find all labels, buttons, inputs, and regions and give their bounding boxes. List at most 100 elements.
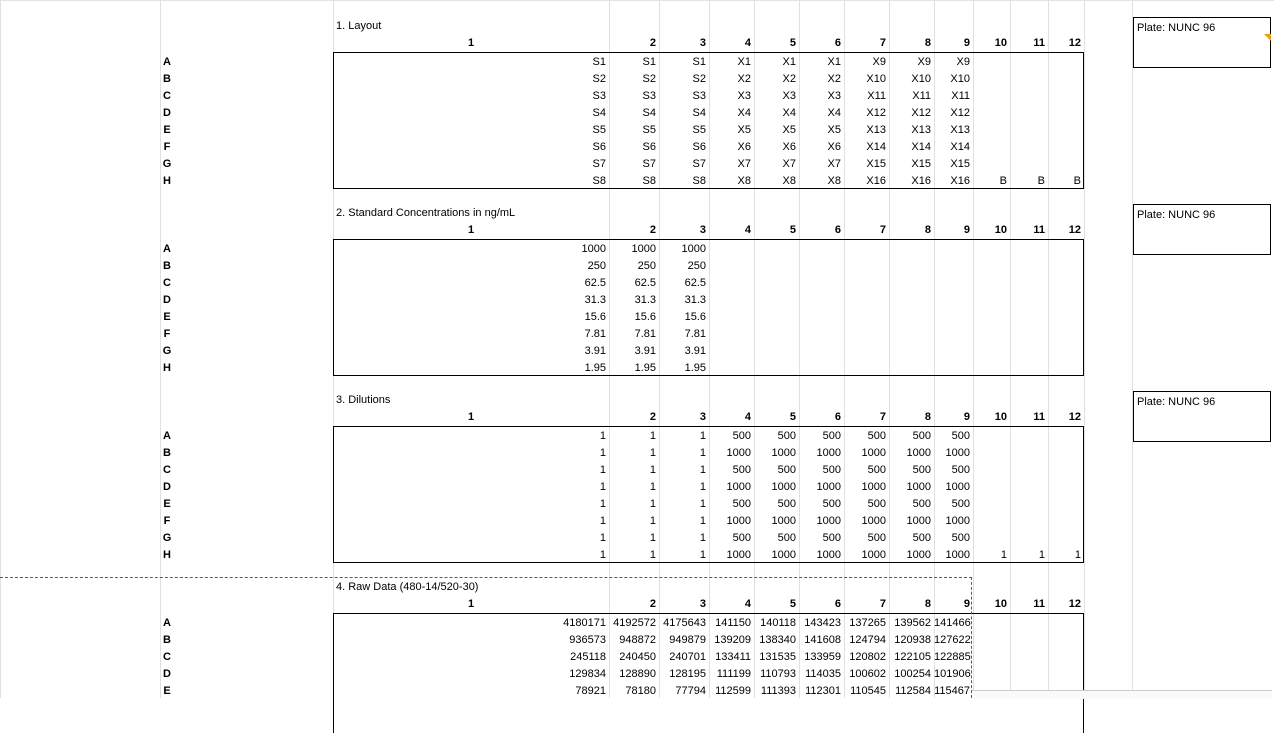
data-cell[interactable]: 3.91 bbox=[684, 345, 706, 357]
data-cell[interactable]: 500 bbox=[867, 532, 886, 544]
data-cell[interactable]: 3.91 bbox=[584, 345, 606, 357]
data-cell[interactable]: 1000 bbox=[861, 515, 886, 527]
data-cell[interactable]: 1000 bbox=[945, 481, 970, 493]
data-cell[interactable]: 139562 bbox=[894, 617, 931, 629]
data-cell[interactable]: 101906 bbox=[934, 668, 971, 680]
data-cell[interactable]: 128890 bbox=[619, 668, 656, 680]
data-cell[interactable]: S2 bbox=[592, 73, 606, 85]
data-cell[interactable]: 240701 bbox=[669, 651, 706, 663]
data-cell[interactable]: X15 bbox=[950, 158, 970, 170]
data-cell[interactable]: 15.6 bbox=[684, 311, 706, 323]
data-cell[interactable]: X4 bbox=[827, 107, 841, 119]
data-cell[interactable]: 31.3 bbox=[684, 294, 706, 306]
data-cell[interactable]: 500 bbox=[732, 532, 751, 544]
data-cell[interactable]: 500 bbox=[951, 498, 970, 510]
data-cell[interactable]: 948872 bbox=[619, 634, 656, 646]
data-cell[interactable]: 124794 bbox=[849, 634, 886, 646]
data-cell[interactable]: 1000 bbox=[861, 481, 886, 493]
data-cell[interactable]: X11 bbox=[867, 90, 886, 102]
data-cell[interactable]: X12 bbox=[950, 107, 970, 119]
data-cell[interactable]: 1 bbox=[699, 498, 706, 510]
data-cell[interactable]: 500 bbox=[822, 532, 841, 544]
data-cell[interactable]: 1 bbox=[599, 464, 606, 476]
data-cell[interactable]: X8 bbox=[827, 175, 841, 187]
data-cell[interactable]: X16 bbox=[950, 175, 970, 187]
data-cell[interactable]: S5 bbox=[692, 124, 706, 136]
data-cell[interactable]: 111199 bbox=[716, 668, 751, 680]
data-cell[interactable]: X15 bbox=[866, 158, 886, 170]
data-cell[interactable]: 1 bbox=[699, 481, 706, 493]
data-cell[interactable]: 141466 bbox=[934, 617, 971, 629]
data-cell[interactable]: 500 bbox=[951, 532, 970, 544]
data-cell[interactable]: X14 bbox=[911, 141, 931, 153]
data-cell[interactable]: 110793 bbox=[760, 668, 796, 680]
data-cell[interactable]: X3 bbox=[737, 90, 751, 102]
data-cell[interactable]: X3 bbox=[782, 90, 796, 102]
data-cell[interactable]: 1.95 bbox=[684, 362, 706, 374]
data-cell[interactable]: S8 bbox=[692, 175, 706, 187]
data-cell[interactable]: 100254 bbox=[894, 668, 931, 680]
data-cell[interactable]: 500 bbox=[777, 498, 796, 510]
data-cell[interactable]: 500 bbox=[777, 464, 796, 476]
data-cell[interactable]: X2 bbox=[737, 73, 751, 85]
data-cell[interactable]: X9 bbox=[956, 56, 970, 68]
data-cell[interactable]: S7 bbox=[592, 158, 606, 170]
data-cell[interactable]: 1000 bbox=[816, 481, 841, 493]
data-cell[interactable]: 1000 bbox=[906, 515, 931, 527]
data-cell[interactable]: 131535 bbox=[759, 651, 796, 663]
data-cell[interactable]: 114035 bbox=[805, 668, 841, 680]
data-cell[interactable]: 1000 bbox=[631, 243, 656, 255]
data-cell[interactable]: 1 bbox=[699, 515, 706, 527]
data-cell[interactable]: 1 bbox=[649, 498, 656, 510]
data-cell[interactable]: X6 bbox=[737, 141, 751, 153]
data-cell[interactable]: S3 bbox=[592, 90, 606, 102]
data-cell[interactable]: 500 bbox=[822, 430, 841, 442]
data-cell[interactable]: 500 bbox=[822, 498, 841, 510]
data-cell[interactable]: 1000 bbox=[906, 481, 931, 493]
data-cell[interactable]: 133411 bbox=[715, 651, 751, 663]
plate-label-box[interactable]: Plate: NUNC 96 bbox=[1133, 204, 1271, 255]
data-cell[interactable]: 1000 bbox=[816, 515, 841, 527]
data-cell[interactable]: 1000 bbox=[726, 447, 751, 459]
data-cell[interactable]: 1 bbox=[599, 498, 606, 510]
data-cell[interactable]: 1000 bbox=[726, 481, 751, 493]
data-cell[interactable]: 120802 bbox=[849, 651, 886, 663]
data-cell[interactable]: 500 bbox=[867, 430, 886, 442]
data-cell[interactable]: X7 bbox=[737, 158, 751, 170]
data-cell[interactable]: 250 bbox=[687, 260, 706, 272]
data-cell[interactable]: X10 bbox=[950, 73, 970, 85]
data-cell[interactable]: S6 bbox=[642, 141, 656, 153]
data-cell[interactable]: 250 bbox=[587, 260, 606, 272]
data-cell[interactable]: 1000 bbox=[945, 549, 970, 561]
plate-label-box[interactable]: Plate: NUNC 96 bbox=[1133, 17, 1271, 68]
data-cell[interactable]: B bbox=[1037, 175, 1045, 187]
data-cell[interactable]: 500 bbox=[912, 532, 931, 544]
data-cell[interactable]: 1 bbox=[649, 532, 656, 544]
data-cell[interactable]: 949879 bbox=[669, 634, 706, 646]
data-cell[interactable]: B bbox=[999, 175, 1007, 187]
data-cell[interactable]: X12 bbox=[866, 107, 886, 119]
data-cell[interactable]: 133959 bbox=[804, 651, 841, 663]
data-cell[interactable]: 1.95 bbox=[584, 362, 606, 374]
data-cell[interactable]: 500 bbox=[732, 464, 751, 476]
data-cell[interactable]: 78180 bbox=[625, 685, 656, 697]
data-cell[interactable]: 141608 bbox=[804, 634, 841, 646]
data-cell[interactable]: 4175643 bbox=[663, 617, 706, 629]
data-cell[interactable]: 7.81 bbox=[634, 328, 656, 340]
data-cell[interactable]: S2 bbox=[642, 73, 656, 85]
data-cell[interactable]: 111393 bbox=[760, 685, 796, 697]
data-cell[interactable]: 240450 bbox=[619, 651, 656, 663]
data-cell[interactable]: 7.81 bbox=[684, 328, 706, 340]
data-cell[interactable]: 1000 bbox=[771, 549, 796, 561]
data-cell[interactable]: 141150 bbox=[715, 617, 751, 629]
data-cell[interactable]: X14 bbox=[950, 141, 970, 153]
data-cell[interactable]: 500 bbox=[777, 430, 796, 442]
data-cell[interactable]: 112301 bbox=[805, 685, 841, 697]
data-cell[interactable]: X14 bbox=[866, 141, 886, 153]
data-cell[interactable]: X12 bbox=[911, 107, 931, 119]
data-cell[interactable]: X11 bbox=[951, 90, 970, 102]
data-cell[interactable]: 1 bbox=[599, 481, 606, 493]
data-cell[interactable]: 1.95 bbox=[634, 362, 656, 374]
data-cell[interactable]: 1 bbox=[1000, 549, 1007, 561]
data-cell[interactable]: X8 bbox=[737, 175, 751, 187]
